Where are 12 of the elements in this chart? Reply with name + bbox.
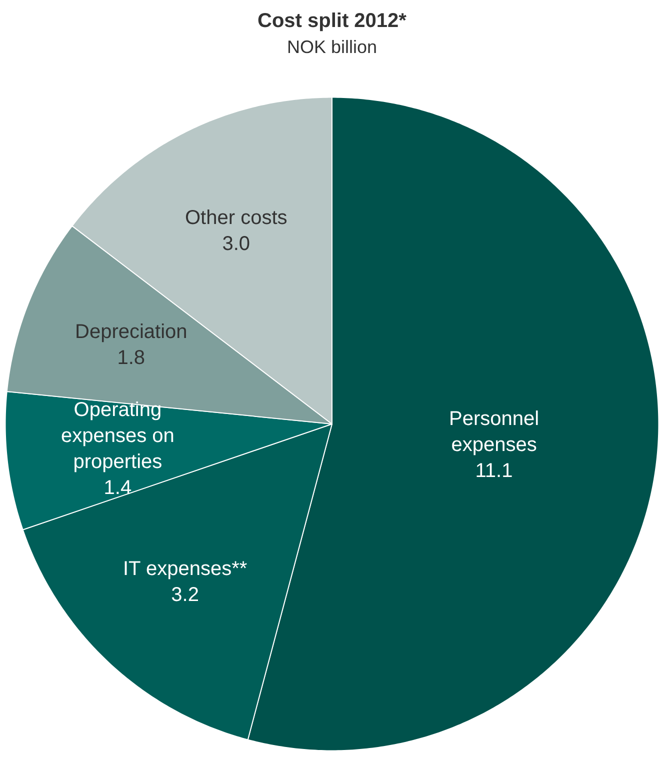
slice-label: Other costs — [185, 207, 288, 229]
slice-label: Personnel expenses — [449, 408, 540, 456]
data-label: 3.2 — [171, 584, 199, 606]
data-label: 1.8 — [117, 347, 146, 369]
slice-label: Operating expenses on properties — [61, 399, 174, 473]
chart-subtitle: NOK billion — [286, 37, 378, 58]
data-label: 11.1 — [475, 460, 513, 482]
data-label: 3.0 — [222, 233, 250, 255]
slice-label: Depreciation — [75, 321, 188, 343]
chart-title: Cost split 2012* — [258, 10, 407, 32]
data-label: 1.4 — [104, 477, 132, 499]
slice-label: IT expenses** — [123, 558, 248, 580]
